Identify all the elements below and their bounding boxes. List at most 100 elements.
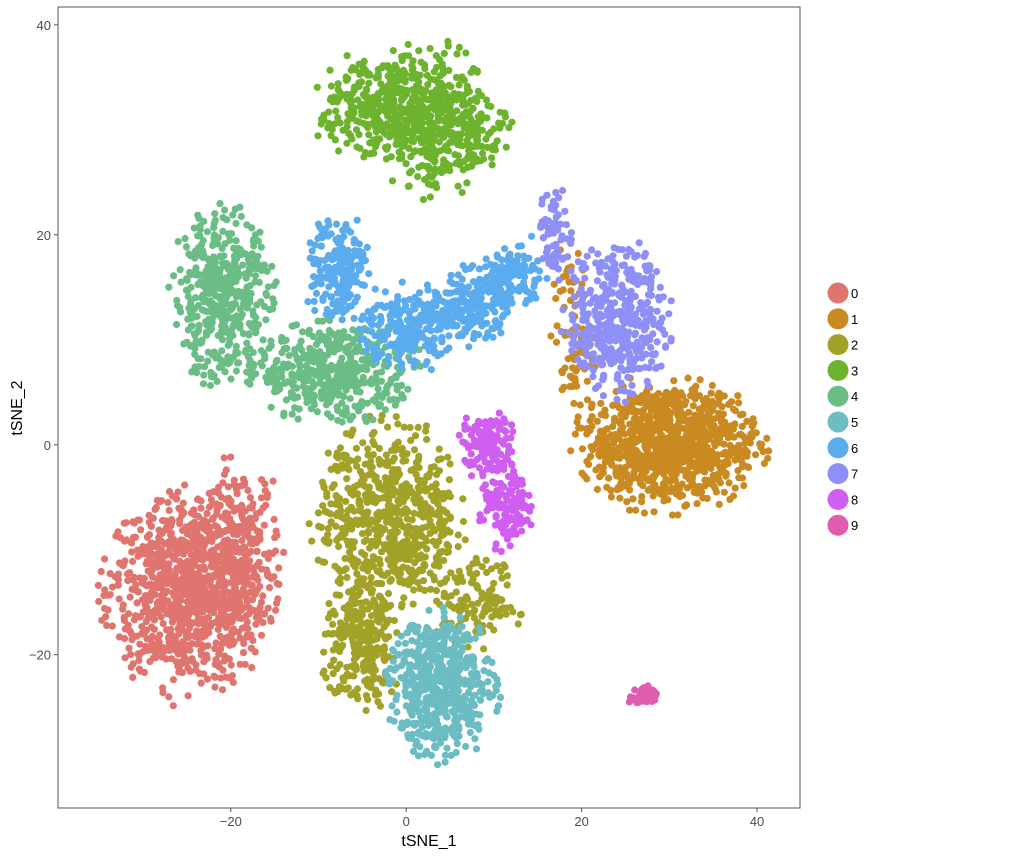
data-point bbox=[566, 382, 574, 390]
data-point bbox=[418, 532, 426, 541]
data-point bbox=[238, 624, 246, 632]
data-point bbox=[633, 398, 641, 406]
data-point bbox=[264, 604, 272, 612]
data-point bbox=[149, 514, 157, 522]
data-point bbox=[142, 618, 150, 626]
data-point bbox=[305, 365, 313, 373]
data-point bbox=[389, 466, 397, 474]
data-point bbox=[263, 267, 271, 275]
data-point bbox=[456, 614, 464, 622]
data-point bbox=[454, 182, 462, 190]
data-point bbox=[243, 221, 251, 229]
data-point bbox=[324, 614, 332, 622]
data-point bbox=[198, 641, 206, 649]
data-point bbox=[225, 231, 233, 239]
data-point bbox=[415, 163, 423, 171]
data-point bbox=[341, 411, 349, 419]
data-point bbox=[330, 348, 338, 356]
data-point bbox=[327, 94, 335, 102]
data-point bbox=[336, 337, 345, 345]
data-point bbox=[210, 234, 218, 242]
data-point bbox=[594, 438, 602, 447]
data-point bbox=[319, 558, 327, 566]
data-point bbox=[367, 464, 375, 472]
data-point bbox=[387, 83, 395, 91]
data-point bbox=[247, 631, 255, 639]
data-point bbox=[229, 538, 237, 546]
data-point bbox=[336, 647, 344, 656]
data-point bbox=[343, 573, 351, 582]
data-point bbox=[639, 412, 647, 420]
data-point bbox=[605, 474, 613, 482]
data-point bbox=[450, 89, 458, 98]
data-point bbox=[126, 593, 134, 601]
data-point bbox=[475, 113, 483, 121]
data-point bbox=[216, 502, 224, 510]
data-point bbox=[249, 606, 257, 614]
data-point bbox=[282, 396, 290, 404]
data-point bbox=[189, 619, 197, 627]
data-point bbox=[621, 438, 629, 446]
data-point bbox=[294, 393, 302, 401]
data-point bbox=[199, 556, 207, 564]
data-point bbox=[603, 483, 611, 491]
data-point bbox=[728, 398, 736, 406]
data-point bbox=[758, 440, 766, 448]
data-point bbox=[517, 610, 525, 619]
data-point bbox=[437, 455, 445, 463]
data-point bbox=[314, 509, 323, 517]
data-point bbox=[262, 501, 270, 509]
data-point bbox=[416, 123, 424, 132]
data-point bbox=[257, 631, 266, 639]
data-point bbox=[354, 455, 362, 463]
data-point bbox=[426, 469, 434, 478]
data-point bbox=[382, 155, 390, 163]
data-point bbox=[369, 437, 377, 446]
data-point bbox=[764, 454, 772, 462]
data-point bbox=[135, 665, 143, 673]
data-point bbox=[455, 43, 463, 52]
data-point bbox=[352, 592, 360, 600]
data-point bbox=[415, 464, 423, 472]
data-point bbox=[324, 449, 332, 457]
data-point bbox=[327, 82, 335, 90]
data-point bbox=[500, 561, 508, 569]
data-point bbox=[167, 531, 175, 539]
data-point bbox=[685, 446, 693, 454]
data-point bbox=[367, 612, 376, 620]
data-point bbox=[344, 484, 352, 492]
data-point bbox=[490, 626, 498, 634]
data-point bbox=[190, 632, 198, 640]
data-point bbox=[464, 99, 473, 107]
data-point bbox=[233, 505, 241, 513]
data-point bbox=[159, 564, 168, 572]
data-point bbox=[262, 566, 270, 574]
data-point bbox=[328, 484, 336, 492]
data-point bbox=[237, 548, 245, 556]
data-point bbox=[501, 109, 509, 117]
data-point bbox=[578, 445, 587, 453]
data-point bbox=[370, 599, 378, 607]
data-point bbox=[209, 559, 217, 567]
data-point bbox=[362, 417, 371, 426]
data-point bbox=[385, 616, 393, 624]
data-point bbox=[384, 502, 392, 510]
data-point bbox=[211, 210, 219, 218]
data-point bbox=[676, 458, 684, 466]
cluster-4 bbox=[165, 200, 424, 426]
data-point bbox=[242, 525, 250, 533]
data-point bbox=[356, 144, 364, 152]
data-point bbox=[368, 668, 377, 676]
data-point bbox=[203, 308, 211, 316]
data-point bbox=[607, 431, 616, 439]
data-point bbox=[128, 548, 136, 556]
data-point bbox=[343, 522, 351, 530]
data-point bbox=[188, 577, 197, 585]
data-point bbox=[452, 96, 461, 104]
data-point bbox=[365, 79, 373, 87]
data-point bbox=[347, 691, 355, 699]
data-point bbox=[323, 493, 331, 501]
data-point bbox=[149, 608, 157, 617]
data-point bbox=[358, 549, 366, 557]
data-point bbox=[134, 516, 142, 524]
